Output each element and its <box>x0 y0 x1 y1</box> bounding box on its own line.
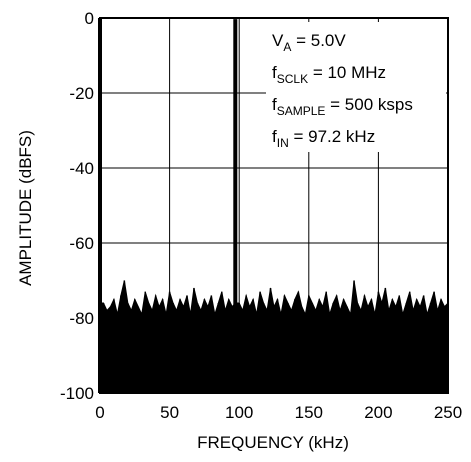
y-tick-label: -80 <box>69 309 94 328</box>
y-tick-labels: 0 -20 -40 -60 -80 -100 <box>60 9 94 403</box>
anno-fsample: fSAMPLE = 500 ksps <box>272 95 413 118</box>
anno-fsclk: fSCLK = 10 MHz <box>272 63 386 86</box>
annotation-box: VA = 5.0V fSCLK = 10 MHz fSAMPLE = 500 k… <box>266 22 446 152</box>
x-tick-label: 0 <box>95 403 104 422</box>
y-tick-label: -20 <box>69 84 94 103</box>
x-axis-title: FREQUENCY (kHz) <box>197 433 349 452</box>
x-tick-label: 50 <box>160 403 179 422</box>
x-tick-label: 100 <box>225 403 253 422</box>
anno-fin: fIN = 97.2 kHz <box>272 127 375 150</box>
y-tick-label: 0 <box>85 9 94 28</box>
spectrum-area <box>98 18 449 394</box>
y-tick-label: -40 <box>69 159 94 178</box>
x-tick-label: 150 <box>295 403 323 422</box>
y-tick-label: -60 <box>69 234 94 253</box>
x-tick-label: 250 <box>434 403 462 422</box>
y-axis-title: AMPLITUDE (dBFS) <box>16 130 35 286</box>
x-tick-labels: 0 50 100 150 200 250 <box>95 403 462 422</box>
x-tick-label: 200 <box>364 403 392 422</box>
anno-va: VA = 5.0V <box>272 31 346 54</box>
plot-frame <box>99 17 449 394</box>
y-tick-label: -100 <box>60 384 94 403</box>
